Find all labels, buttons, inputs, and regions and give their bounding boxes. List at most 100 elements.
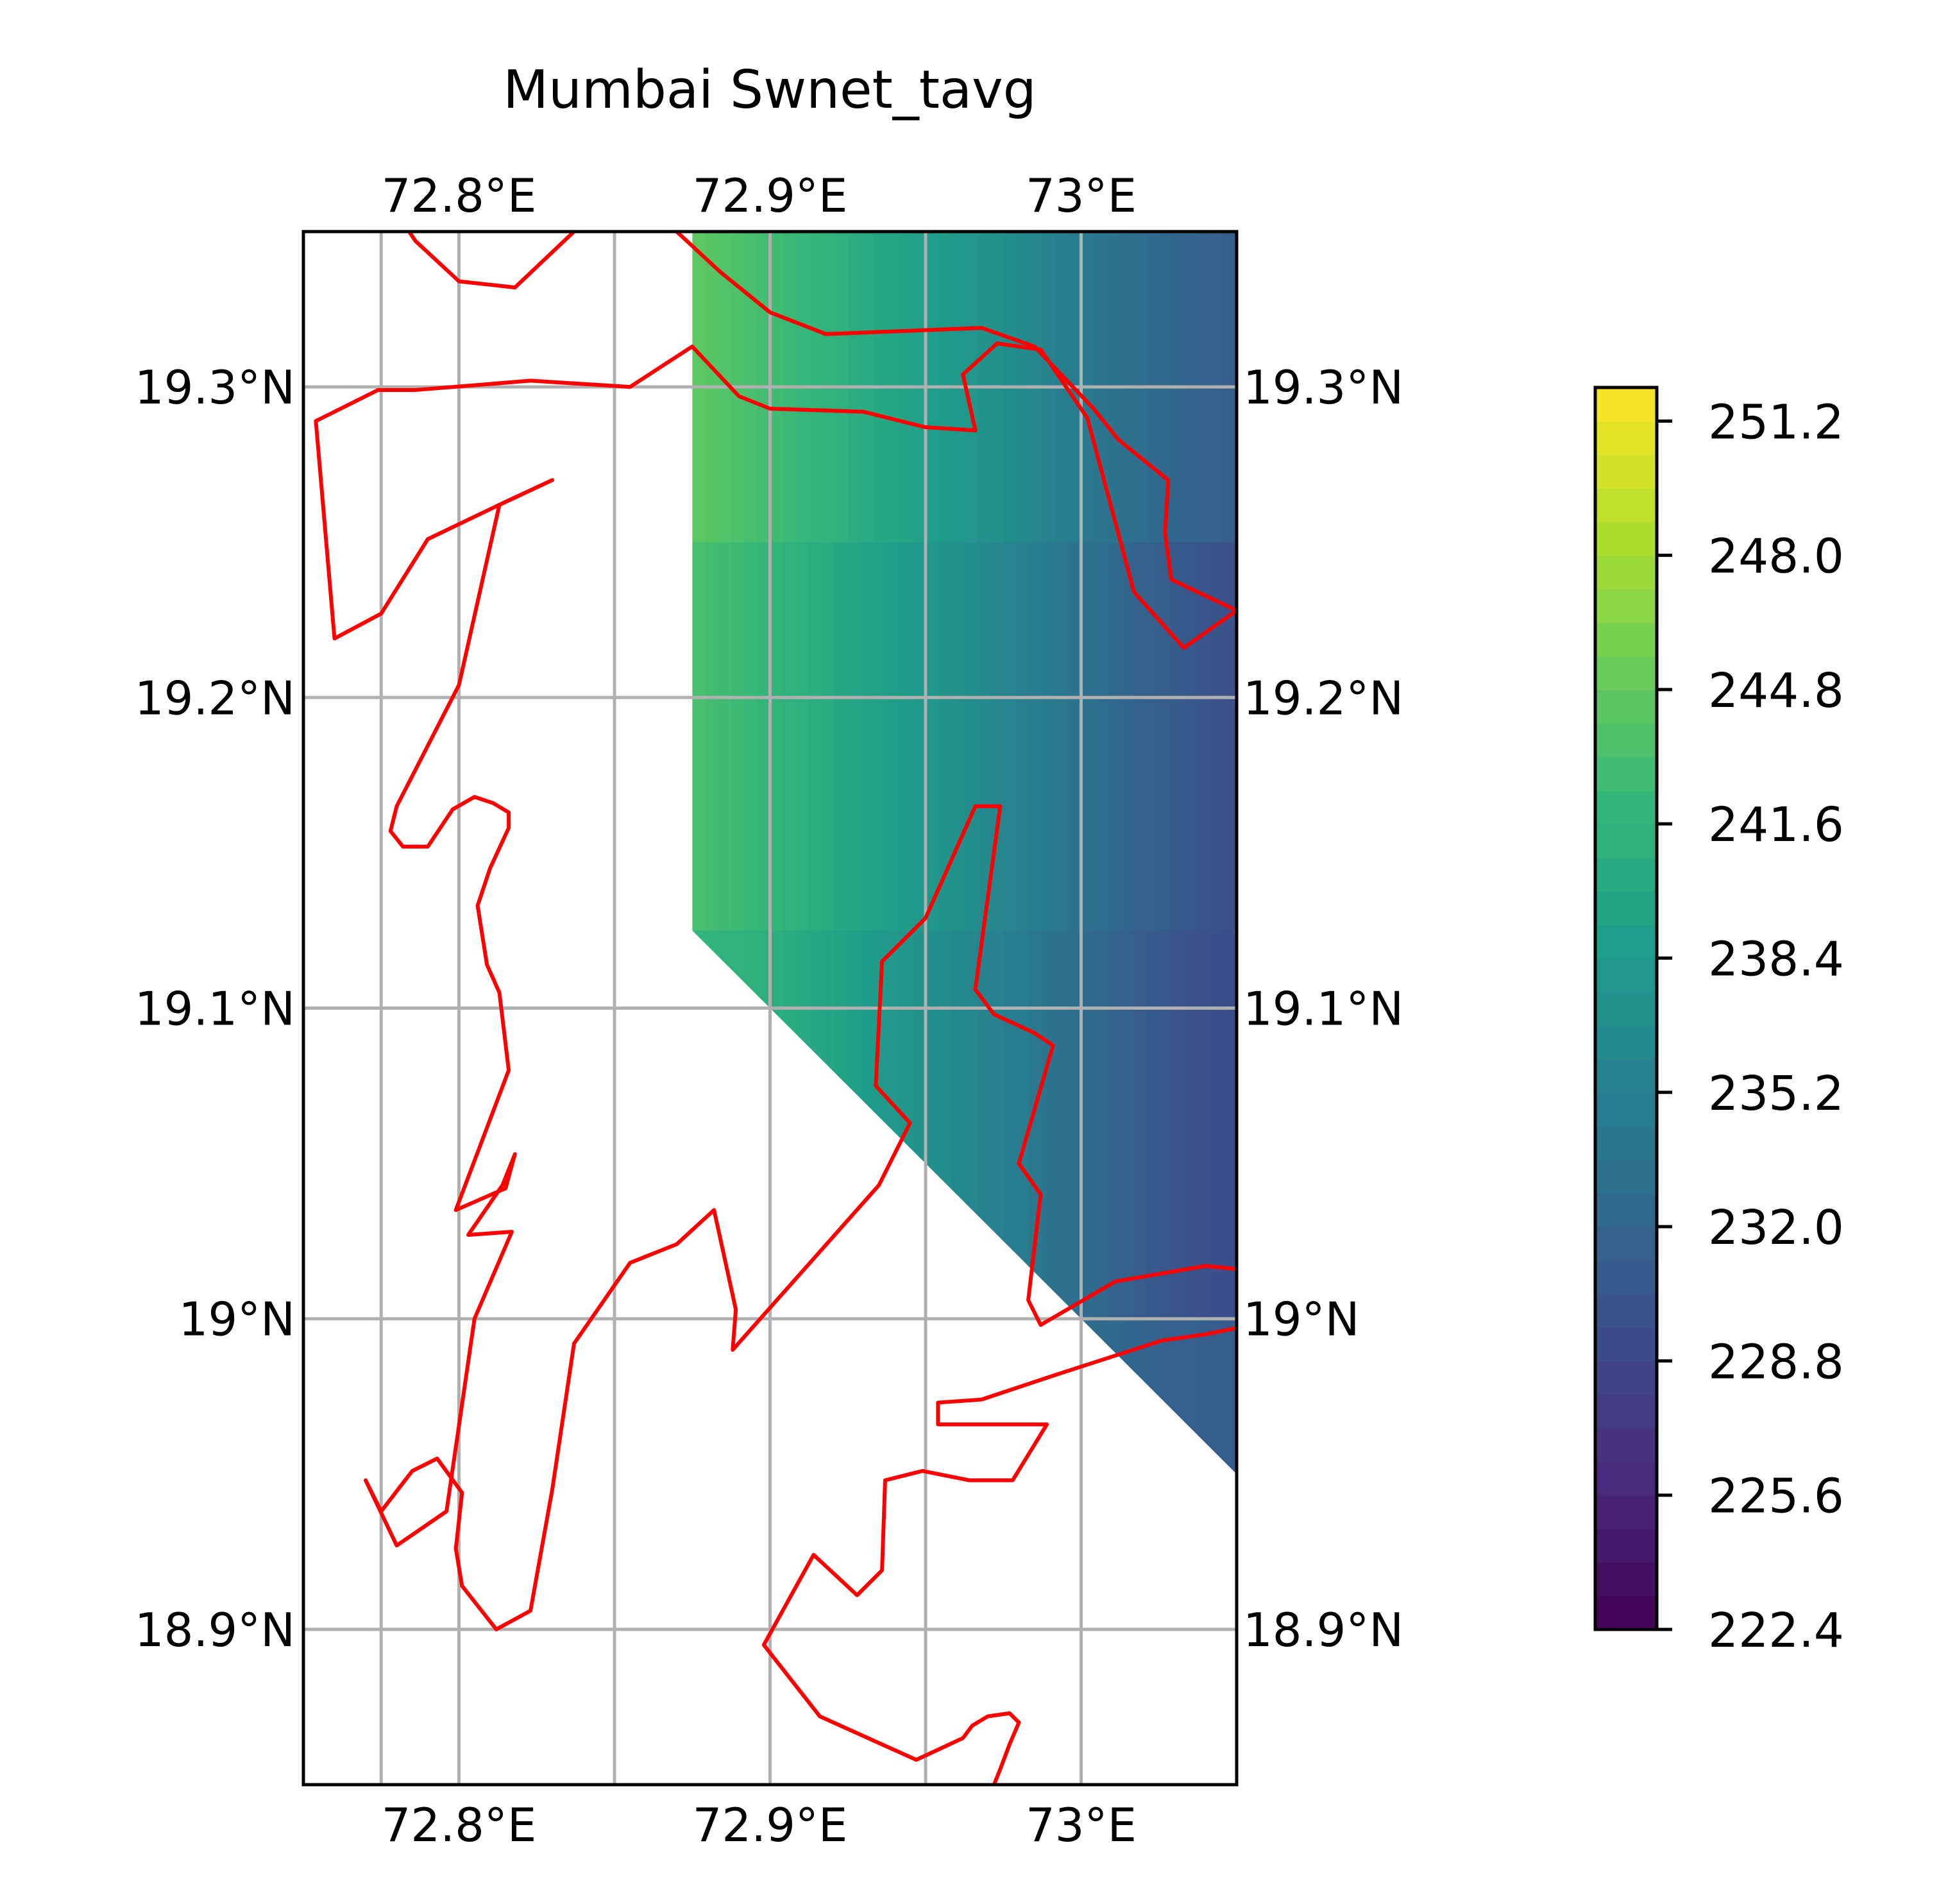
field-cell	[1081, 930, 1095, 1320]
field-cell	[1223, 1318, 1237, 1474]
y-tick-label-left: 19.3°N	[135, 361, 295, 414]
field-cell	[834, 1318, 849, 1474]
field-cell	[822, 542, 836, 931]
field-cell	[951, 1318, 965, 1474]
colorbar-level	[1595, 656, 1657, 690]
field-cell	[1055, 1318, 1069, 1474]
field-cell	[1016, 1318, 1030, 1474]
field-cell	[1094, 1318, 1108, 1474]
field-cell	[1042, 1318, 1056, 1474]
x-tick-label-bottom: 72.9°E	[693, 1798, 848, 1852]
field-cell	[886, 930, 901, 1320]
y-tick-label-right: 19.3°N	[1243, 361, 1403, 414]
field-cell	[1171, 930, 1186, 1320]
colorbar-level	[1595, 790, 1657, 825]
field-cell	[822, 1318, 836, 1474]
map-plot-area: 72.8°E 72.8°E 72.9°E 72.9°E 73°E 73°E 18.9°N 18…	[135, 169, 1403, 1852]
colorbar-tick-label: 232.0	[1708, 1200, 1844, 1255]
field-cell	[757, 542, 771, 931]
colorbar-level	[1595, 555, 1657, 590]
colorbar-level	[1595, 723, 1657, 758]
colorbar-level	[1595, 958, 1657, 992]
field-cell	[951, 542, 965, 931]
map-frame	[301, 230, 1239, 1787]
coastline	[761, 1326, 1237, 1785]
field-cell	[1210, 542, 1224, 931]
field-cell	[1120, 542, 1134, 931]
colorbar-level	[1595, 1058, 1657, 1093]
coastline	[407, 232, 576, 290]
colorbar-level	[1595, 1126, 1657, 1160]
field-cell	[1133, 542, 1147, 931]
tick-labels: 72.8°E 72.8°E 72.9°E 72.9°E 73°E 73°E 18.9°N 18…	[135, 169, 1403, 1852]
field-cell	[1198, 542, 1212, 931]
colorbar-level	[1595, 488, 1657, 523]
field-cell	[770, 1318, 784, 1474]
colorbar-tick-label: 248.0	[1708, 529, 1844, 584]
colorbar-level	[1595, 1394, 1657, 1429]
field-cell	[783, 1318, 797, 1474]
field-cell	[990, 542, 1004, 931]
coastlines	[314, 232, 1237, 1785]
field-cell	[926, 930, 940, 1320]
field-cell	[1185, 542, 1199, 931]
colorbar-level	[1595, 1193, 1657, 1228]
field-cell	[847, 542, 861, 931]
field-cell	[1223, 542, 1237, 931]
colorbar-level	[1595, 1227, 1657, 1261]
x-tick-label-top: 72.8°E	[382, 169, 537, 223]
field-cell	[860, 542, 875, 931]
field-cell	[847, 1318, 861, 1474]
field-cell	[1198, 1318, 1212, 1474]
field-cell	[1120, 1318, 1134, 1474]
field-cell	[834, 930, 849, 1320]
field-cell	[938, 930, 953, 1320]
field-cell	[1185, 930, 1199, 1320]
field-cell	[926, 1318, 940, 1474]
x-tick-label-bottom: 73°E	[1026, 1798, 1137, 1852]
field-cell	[1055, 542, 1069, 931]
colorbar-level	[1595, 1461, 1657, 1496]
field-cell	[1042, 542, 1056, 931]
field-cell	[795, 930, 810, 1320]
field-cell	[899, 542, 913, 931]
y-tick-label-right: 19.2°N	[1243, 671, 1403, 725]
y-tick-label-left: 19.1°N	[135, 982, 295, 1036]
field-cell	[899, 1318, 913, 1474]
field-cell	[1106, 1318, 1121, 1474]
field-cell	[1133, 930, 1147, 1320]
field-cell	[938, 542, 953, 931]
field-cell	[1146, 930, 1160, 1320]
field-cell	[1003, 542, 1017, 931]
field-cell	[744, 542, 758, 931]
field-cell	[977, 930, 992, 1320]
field-cell	[1158, 930, 1173, 1320]
y-tick-label-left: 18.9°N	[135, 1603, 295, 1657]
colorbar-level	[1595, 824, 1657, 858]
colorbar-level	[1595, 1025, 1657, 1060]
field-cell	[1068, 542, 1082, 931]
field-cell	[977, 542, 992, 931]
field-cell	[1210, 1318, 1224, 1474]
colorbar-level	[1595, 1327, 1657, 1362]
field-cell	[874, 542, 888, 931]
field-cell	[1042, 930, 1056, 1320]
colorbar-level	[1595, 1159, 1657, 1194]
field-cell	[990, 930, 1004, 1320]
field-cell	[1029, 542, 1043, 931]
field-cell	[783, 542, 797, 931]
colorbar-level	[1595, 924, 1657, 959]
field-cell	[705, 930, 719, 1320]
y-tick-label-right: 19.1°N	[1243, 982, 1403, 1036]
field-cell	[783, 930, 797, 1320]
field-cell	[718, 1318, 732, 1474]
field-cell	[951, 930, 965, 1320]
field-cell	[731, 930, 745, 1320]
field-cell	[809, 542, 823, 931]
field-cell	[926, 542, 940, 931]
field-cell	[1198, 930, 1212, 1320]
field-cell	[718, 542, 732, 931]
field-cell	[860, 930, 875, 1320]
field-cell	[1003, 1318, 1017, 1474]
field-cell	[1133, 1318, 1147, 1474]
